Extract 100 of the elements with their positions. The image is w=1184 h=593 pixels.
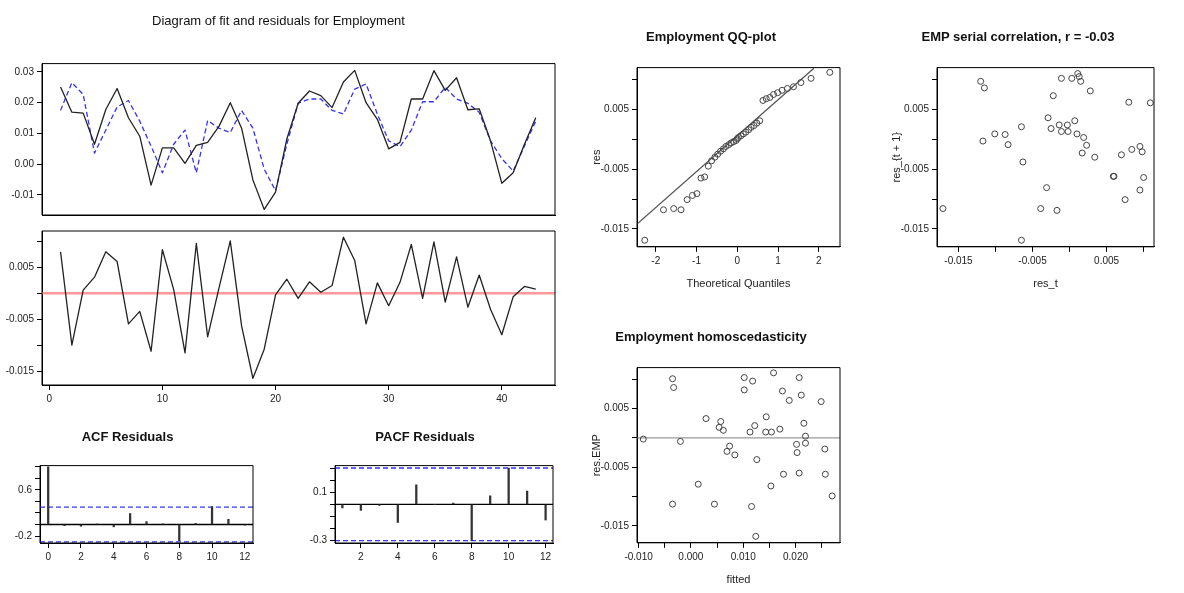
point [641, 236, 649, 244]
point [980, 84, 988, 92]
point [780, 470, 787, 478]
x-tick-label: 0.005 [1094, 254, 1120, 266]
point [1078, 149, 1086, 157]
point [821, 470, 829, 478]
x-tick-label: 0 [734, 254, 741, 266]
y-tick-label: 0.00 [14, 157, 35, 169]
y-tick-label: 0.1 [313, 485, 328, 497]
point [762, 413, 770, 421]
point [722, 142, 730, 150]
point [991, 130, 999, 138]
point [795, 469, 803, 477]
point [797, 391, 805, 399]
y-axis-title: res_{t + 1} [889, 131, 902, 183]
point [677, 206, 685, 214]
y-tick-label: 0.02 [14, 96, 35, 108]
x-tick-label: -0.005 [1018, 254, 1048, 266]
point [715, 423, 723, 431]
x-tick-label: -2 [651, 254, 661, 266]
point [1064, 128, 1072, 136]
y-tick-label: -0.015 [600, 519, 630, 531]
point [1080, 133, 1088, 141]
point [1057, 128, 1065, 136]
point [1074, 70, 1082, 78]
point [1128, 145, 1136, 153]
x-tick-label: 6 [143, 550, 150, 562]
line-series [59, 82, 537, 192]
point [746, 428, 754, 436]
y-tick-label: -0.015 [900, 222, 930, 234]
point [669, 500, 677, 508]
point [751, 422, 759, 430]
point [770, 90, 778, 98]
point [1073, 130, 1081, 138]
point [701, 173, 709, 181]
point [748, 502, 756, 510]
point [1047, 125, 1055, 133]
point [807, 74, 815, 82]
point [1138, 148, 1146, 156]
y-tick-label: -0.005 [900, 162, 930, 174]
y-tick-label: 0.01 [14, 127, 35, 139]
point [717, 418, 725, 426]
point [726, 442, 734, 450]
point [639, 435, 647, 443]
point [740, 386, 748, 394]
y-tick-label: 0.03 [14, 65, 35, 77]
point [1083, 141, 1091, 149]
x-tick-label: -0.015 [944, 254, 974, 266]
x-tick-label: 4 [395, 550, 402, 562]
point [711, 153, 719, 161]
y-tick-label: -0.3 [309, 534, 328, 546]
bar [341, 504, 344, 509]
point [714, 150, 722, 158]
y-tick-label: -0.005 [5, 312, 35, 324]
bar [359, 504, 362, 511]
y-axis-title: res.EMP [589, 434, 602, 477]
point [790, 83, 798, 91]
point [1071, 117, 1079, 125]
point [767, 428, 775, 436]
x-tick-label: 2 [358, 550, 365, 562]
point [694, 480, 702, 488]
point [1125, 98, 1133, 106]
point [704, 162, 712, 170]
x-tick-label: 10 [156, 392, 169, 404]
point [1146, 99, 1154, 107]
x-tick-label: 20 [269, 392, 282, 404]
point [1136, 186, 1144, 194]
point [759, 96, 767, 104]
x-tick-label: 40 [496, 392, 508, 404]
x-tick-label: 2 [78, 550, 85, 562]
bar [227, 518, 230, 525]
point [1057, 74, 1065, 82]
point [1017, 236, 1025, 244]
y-tick-label: -0.01 [11, 188, 35, 200]
point [785, 396, 793, 404]
x-tick-label: -0.010 [624, 550, 654, 562]
point [753, 119, 761, 127]
x-tick-label: 10 [206, 550, 219, 562]
point [753, 456, 761, 464]
point [1004, 141, 1012, 149]
point [697, 174, 705, 182]
y-tick-label: 0.005 [603, 402, 630, 414]
point [1037, 205, 1045, 213]
point [745, 126, 753, 134]
point [1063, 121, 1071, 129]
point [762, 428, 770, 436]
x-tick-label: 12 [239, 550, 251, 562]
point [774, 89, 782, 97]
point [708, 157, 716, 165]
chart-title: EMP serial correlation, r = -0.03 [921, 29, 1115, 45]
point [731, 451, 739, 459]
chart-title: PACF Residuals [375, 429, 475, 445]
chart-title: Employment QQ-plot [646, 29, 777, 45]
point [670, 205, 678, 213]
point [826, 68, 834, 76]
point [828, 492, 836, 500]
point [1077, 77, 1085, 85]
point [821, 445, 829, 453]
x-tick-label: 12 [540, 550, 552, 562]
point [1086, 87, 1094, 95]
